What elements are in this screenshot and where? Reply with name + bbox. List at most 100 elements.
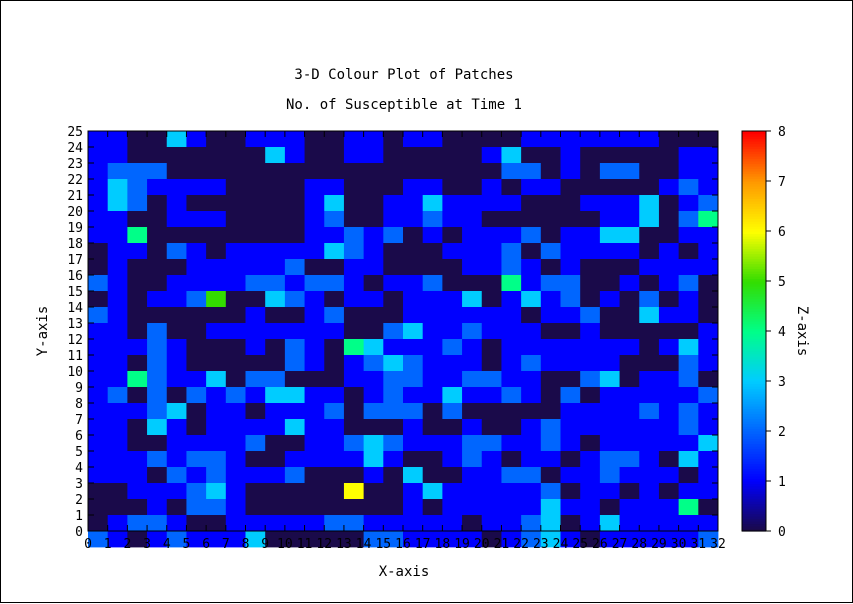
colorbar-band bbox=[742, 398, 766, 402]
heatmap-cell-29-17 bbox=[658, 243, 680, 260]
heatmap-cell-11-19 bbox=[304, 211, 325, 228]
colorbar-band bbox=[742, 206, 766, 210]
heatmap-cell-20-15 bbox=[481, 275, 502, 292]
heatmap-cell-10-3 bbox=[284, 467, 305, 484]
heatmap-cell-22-18 bbox=[521, 227, 542, 244]
colorbar-tick-label: 7 bbox=[778, 175, 786, 190]
heatmap-cell-10-2 bbox=[284, 483, 305, 500]
heatmap-cell-2-4 bbox=[127, 451, 148, 468]
heatmap-cell-7-7 bbox=[225, 403, 246, 420]
heatmap-cell-16-21 bbox=[403, 179, 424, 196]
heatmap-cell-0-19 bbox=[88, 211, 109, 228]
y-tick-label: 14 bbox=[67, 301, 83, 316]
colorbar-band bbox=[742, 281, 766, 285]
colorbar-band bbox=[742, 168, 766, 172]
heatmap-cell-26-8 bbox=[599, 387, 620, 404]
heatmap-cell-9-8 bbox=[265, 387, 286, 404]
heatmap-cell-15-8 bbox=[383, 387, 404, 404]
heatmap-cell-25-23 bbox=[580, 147, 601, 164]
heatmap-cell-6-15 bbox=[206, 275, 227, 292]
heatmap-cell-21-18 bbox=[501, 227, 522, 244]
heatmap-cell-11-21 bbox=[304, 179, 325, 196]
heatmap-cell-5-24 bbox=[186, 131, 207, 148]
x-tick-label: 32 bbox=[710, 537, 726, 552]
heatmap-cell-20-23 bbox=[481, 147, 502, 164]
colorbar-band bbox=[742, 158, 766, 162]
heatmap-cell-12-3 bbox=[324, 467, 345, 484]
colorbar-band bbox=[742, 226, 766, 230]
heatmap-cell-26-17 bbox=[599, 243, 620, 260]
heatmap-cell-0-24 bbox=[88, 131, 109, 148]
colorbar-band bbox=[742, 483, 766, 487]
heatmap-cell-5-3 bbox=[186, 467, 207, 484]
heatmap-cell-19-15 bbox=[462, 275, 483, 292]
heatmap-cell-29-12 bbox=[658, 323, 680, 340]
heatmap-cell-26-5 bbox=[599, 435, 620, 452]
heatmap-cell-13-21 bbox=[343, 179, 365, 196]
heatmap-cell-4-0 bbox=[166, 515, 187, 532]
heatmap-cell-30-9 bbox=[678, 371, 699, 388]
heatmap-cell-29-4 bbox=[658, 451, 680, 468]
heatmap-cell-16-14 bbox=[403, 291, 424, 308]
heatmap-cell-29-21 bbox=[658, 179, 680, 196]
heatmap-cell-0-22 bbox=[88, 163, 109, 180]
heatmap-cell-18-16 bbox=[442, 259, 463, 276]
heatmap-cell-9-10 bbox=[265, 355, 286, 372]
colorbar-band bbox=[742, 353, 766, 357]
heatmap-cell-20-10 bbox=[481, 355, 502, 372]
heatmap-cell-3-0 bbox=[147, 515, 168, 532]
heatmap-cell-10-18 bbox=[284, 227, 305, 244]
heatmap-cell-13-10 bbox=[343, 355, 365, 372]
heatmap-cell-0-20 bbox=[88, 195, 109, 212]
heatmap-cell-12-10 bbox=[324, 355, 345, 372]
heatmap-cell-28-21 bbox=[639, 179, 660, 196]
heatmap-cell-8-16 bbox=[245, 259, 266, 276]
heatmap-cell-24-3 bbox=[560, 467, 581, 484]
heatmap-cell-10-11 bbox=[284, 339, 305, 356]
heatmap-cell-15-18 bbox=[383, 227, 404, 244]
heatmap-cell-22-4 bbox=[521, 451, 542, 468]
heatmap-cell-25-13 bbox=[580, 307, 601, 324]
colorbar-band bbox=[742, 133, 766, 137]
colorbar-band bbox=[742, 388, 766, 392]
heatmap-cell-22-3 bbox=[521, 467, 542, 484]
heatmap-cell-15-20 bbox=[383, 195, 404, 212]
heatmap-cell-2-7 bbox=[127, 403, 148, 420]
heatmap-cell-21-16 bbox=[501, 259, 522, 276]
heatmap-cell-24-4 bbox=[560, 451, 581, 468]
heatmap-cell-28-23 bbox=[639, 147, 660, 164]
colorbar-band bbox=[742, 203, 766, 207]
heatmap-cell-1-0 bbox=[107, 515, 128, 532]
heatmap-cell-12-1 bbox=[324, 499, 345, 516]
heatmap-cell-4-1 bbox=[166, 499, 187, 516]
colorbar-band bbox=[742, 256, 766, 260]
colorbar-tick-label: 0 bbox=[778, 525, 786, 540]
heatmap-cell-17-3 bbox=[422, 467, 443, 484]
colorbar-tick-label: 1 bbox=[778, 475, 786, 490]
heatmap-cell-27-12 bbox=[619, 323, 640, 340]
colorbar-tick-label: 8 bbox=[778, 125, 786, 140]
heatmap-cell-19-23 bbox=[462, 147, 483, 164]
colorbar-band bbox=[742, 436, 766, 440]
heatmap-cell-30-16 bbox=[678, 259, 699, 276]
heatmap-cell-16-6 bbox=[403, 419, 424, 436]
heatmap-cell-23-0 bbox=[540, 515, 561, 532]
heatmap-cell-3--1 bbox=[147, 531, 168, 548]
heatmap-cell-18-12 bbox=[442, 323, 463, 340]
heatmap-cell-19-16 bbox=[462, 259, 483, 276]
heatmap-cell-0-21 bbox=[88, 179, 109, 196]
heatmap-cell-5-2 bbox=[186, 483, 207, 500]
heatmap-cell-21-2 bbox=[501, 483, 522, 500]
heatmap-cell-26-3 bbox=[599, 467, 620, 484]
y-tick-label: 23 bbox=[67, 157, 83, 172]
heatmap-cell-5-12 bbox=[186, 323, 207, 340]
heatmap-cell-30-22 bbox=[678, 163, 699, 180]
heatmap-cell-28-13 bbox=[639, 307, 660, 324]
colorbar-band bbox=[742, 251, 766, 255]
heatmap-cell-23-11 bbox=[540, 339, 561, 356]
heatmap-cell-19-2 bbox=[462, 483, 483, 500]
y-tick-label: 1 bbox=[75, 509, 83, 524]
colorbar-band bbox=[742, 143, 766, 147]
heatmap-cell-22-22 bbox=[521, 163, 542, 180]
y-tick-label: 12 bbox=[67, 333, 83, 348]
